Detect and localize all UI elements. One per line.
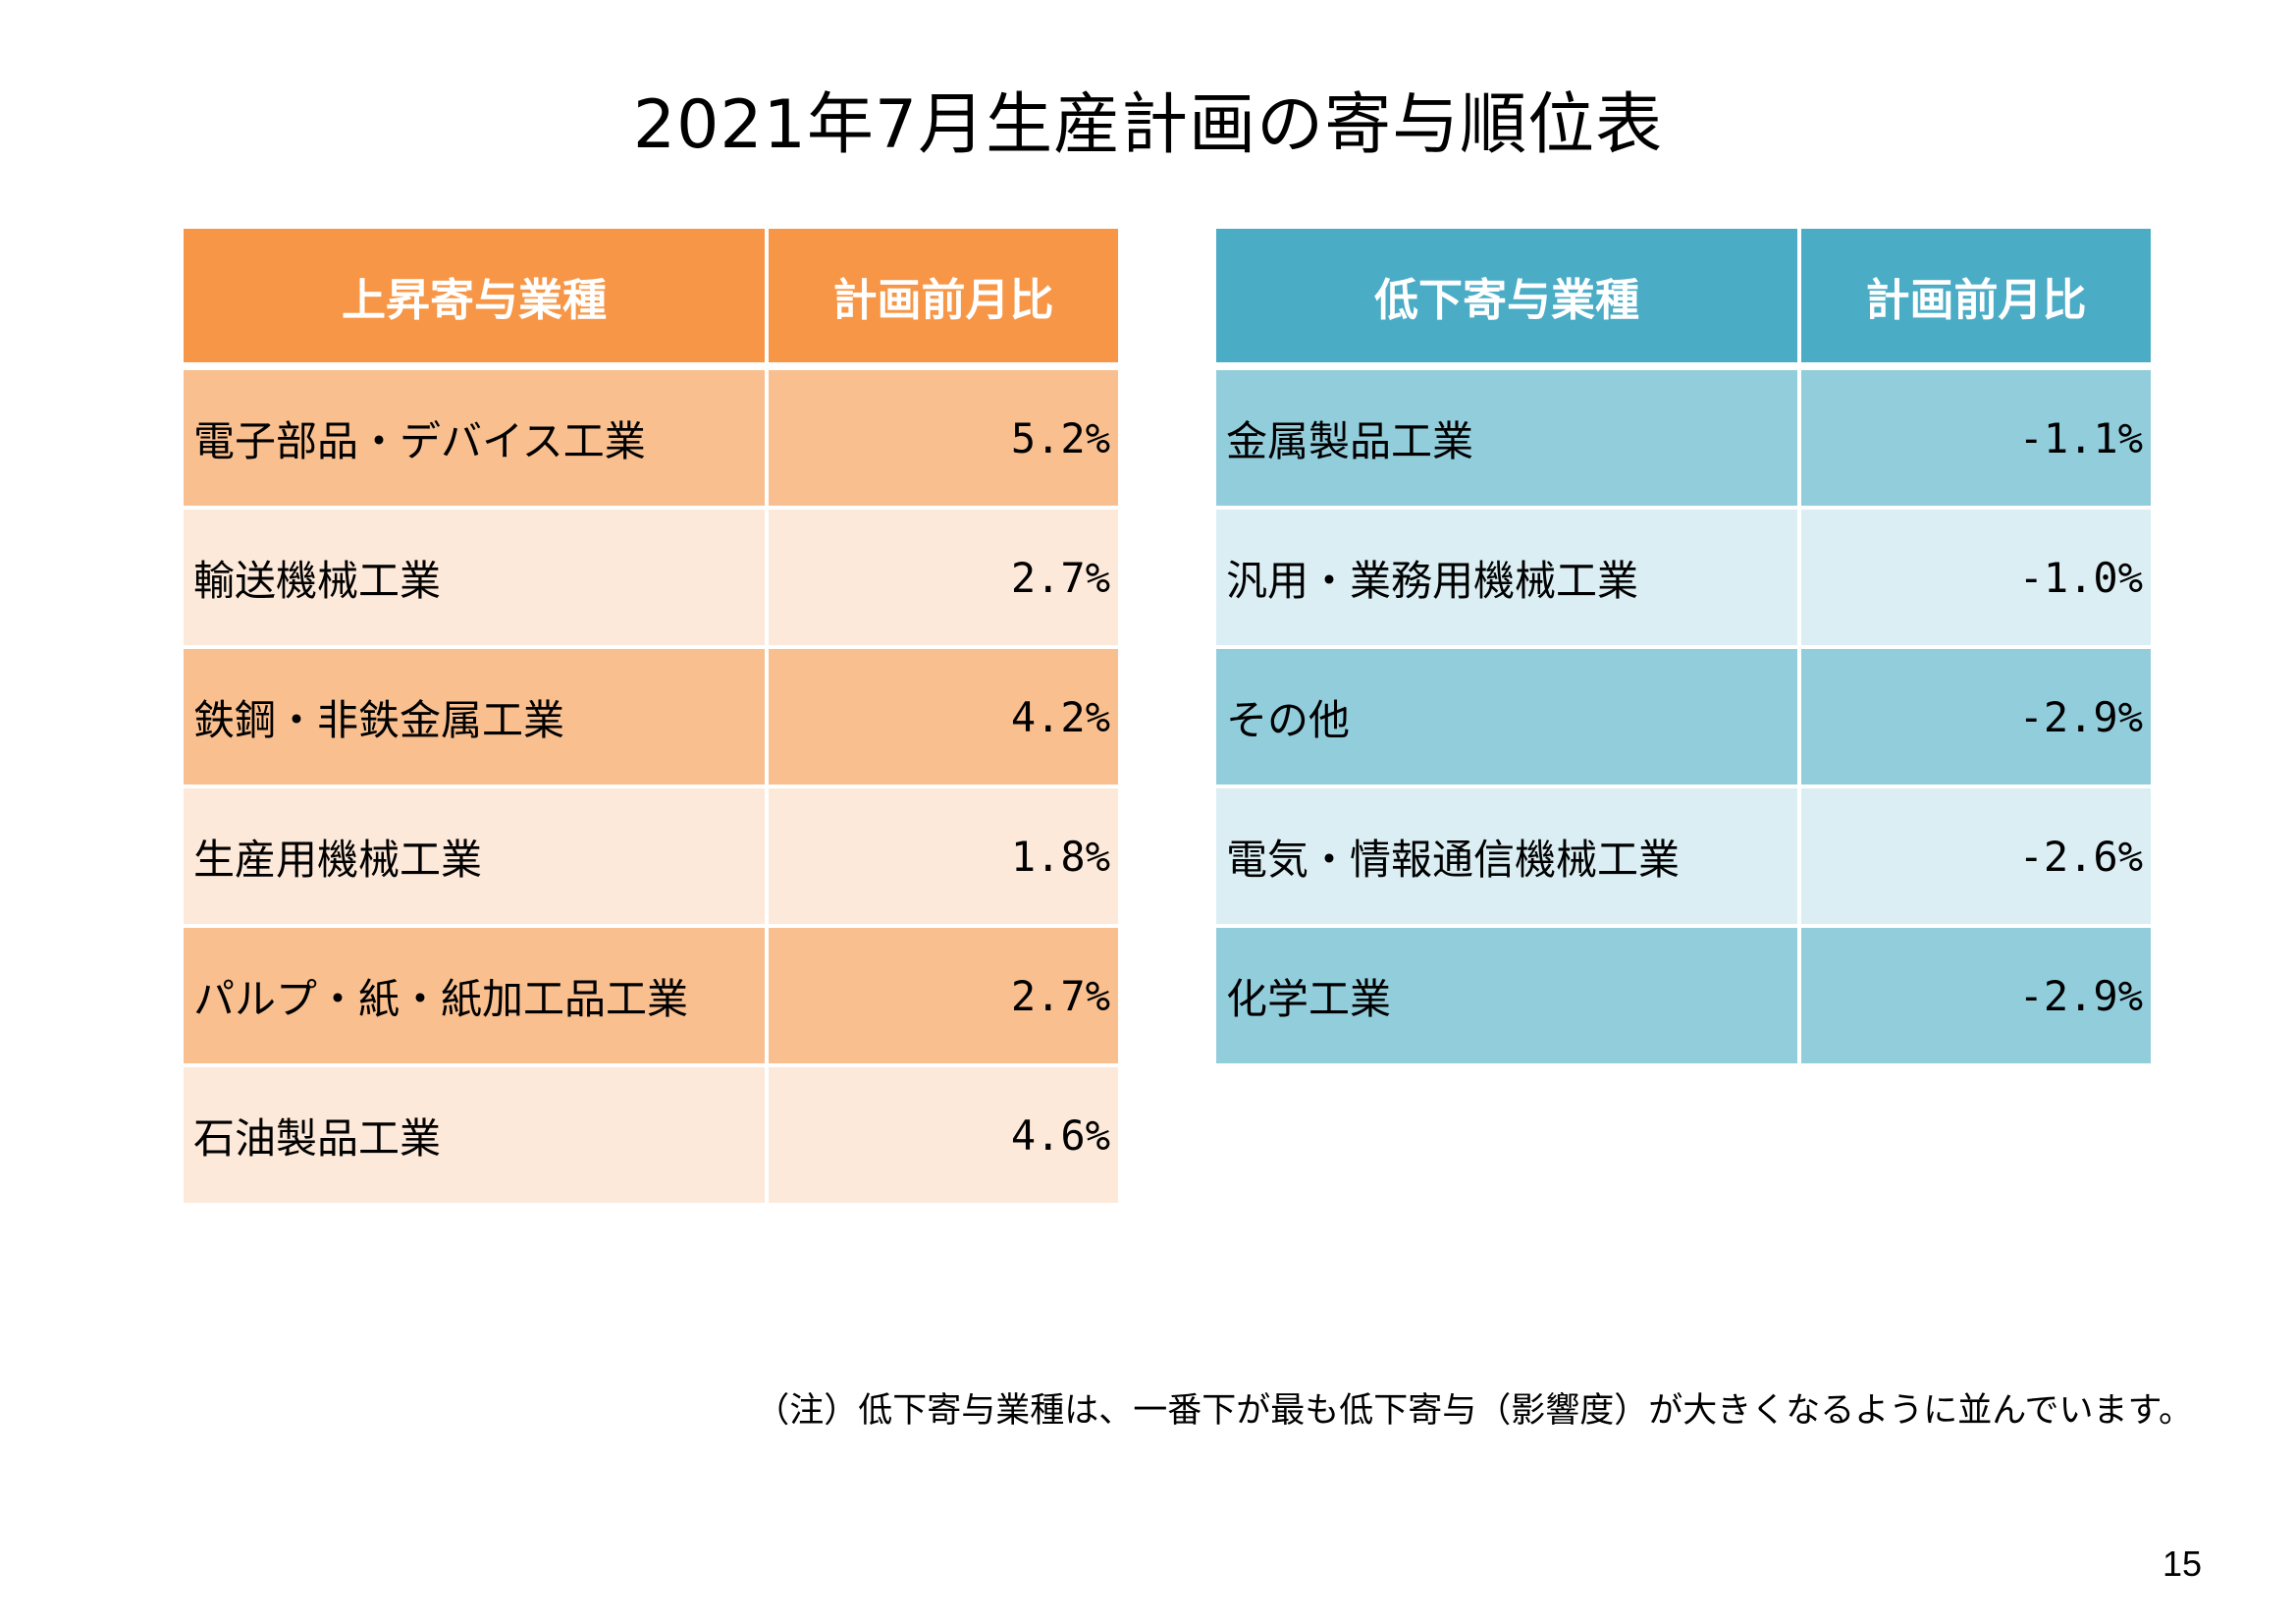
table-cell-industry: 鉄鋼・非鉄金属工業 [184, 649, 765, 785]
table-cell-value: 1.8% [769, 788, 1118, 924]
rising-contribution-table: 上昇寄与業種 計画前月比 電子部品・デバイス工業 5.2% 輸送機械工業 2.7… [184, 229, 1118, 1203]
table-cell-value: 4.2% [769, 649, 1118, 785]
table-cell-industry: パルプ・紙・紙加工品工業 [184, 928, 765, 1063]
table-cell-industry: 生産用機械工業 [184, 788, 765, 924]
table-cell-value: -2.9% [1801, 928, 2151, 1063]
table-cell-value: 2.7% [769, 928, 1118, 1063]
table-cell-industry: その他 [1216, 649, 1797, 785]
footnote: （注）低下寄与業種は、一番下が最も低下寄与（影響度）が大きくなるように並んでいま… [755, 1391, 2193, 1431]
page-number: 15 [2162, 1543, 2202, 1584]
table-header-mom-ratio: 計画前月比 [769, 229, 1118, 362]
table-cell-value: -1.0% [1801, 510, 2151, 645]
table-cell-industry: 電子部品・デバイス工業 [184, 370, 765, 506]
table-cell-industry: 電気・情報通信機械工業 [1216, 788, 1797, 924]
table-header-industry: 上昇寄与業種 [184, 229, 765, 362]
table-cell-value: -2.6% [1801, 788, 2151, 924]
table-cell-industry: 石油製品工業 [184, 1067, 765, 1203]
table-header-mom-ratio: 計画前月比 [1801, 229, 2151, 362]
table-cell-value: 4.6% [769, 1067, 1118, 1203]
falling-contribution-table: 低下寄与業種 計画前月比 金属製品工業 -1.1% 汎用・業務用機械工業 -1.… [1216, 229, 2151, 1063]
table-cell-value: 2.7% [769, 510, 1118, 645]
table-cell-value: 5.2% [769, 370, 1118, 506]
table-cell-industry: 化学工業 [1216, 928, 1797, 1063]
page-title: 2021年7月生産計画の寄与順位表 [632, 86, 1664, 164]
table-cell-industry: 輸送機械工業 [184, 510, 765, 645]
table-cell-industry: 金属製品工業 [1216, 370, 1797, 506]
table-header-industry: 低下寄与業種 [1216, 229, 1797, 362]
table-cell-value: -2.9% [1801, 649, 2151, 785]
table-cell-industry: 汎用・業務用機械工業 [1216, 510, 1797, 645]
table-cell-value: -1.1% [1801, 370, 2151, 506]
